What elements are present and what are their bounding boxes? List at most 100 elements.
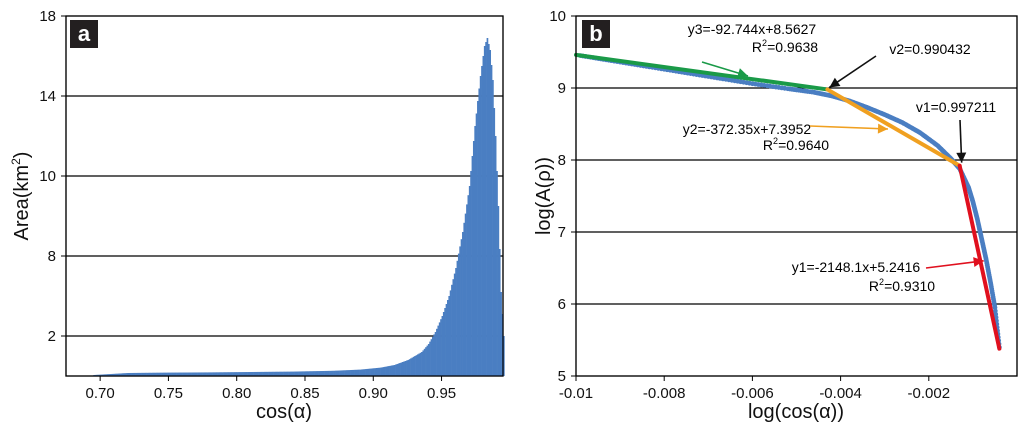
panel-b-xtick-label: -0.008	[643, 385, 686, 402]
histogram-bar	[464, 213, 467, 376]
histogram-bar	[156, 372, 158, 376]
histogram-bar	[371, 368, 374, 376]
histogram-bar	[139, 372, 142, 376]
histogram-bar	[138, 372, 141, 376]
histogram-bar	[191, 372, 194, 376]
histogram-bar	[401, 362, 404, 376]
histogram-bar	[272, 371, 274, 376]
histogram-bar	[295, 371, 298, 376]
histogram-bar	[201, 372, 203, 376]
eq-y2-r2: R2=0.9640	[763, 136, 829, 153]
panel-a-label: a	[78, 21, 91, 46]
histogram-bar	[341, 370, 344, 376]
histogram-bar	[164, 372, 166, 376]
histogram-bar	[486, 38, 489, 376]
panel-a-bars	[93, 38, 505, 376]
panel-b-ytick-label: 10	[549, 8, 566, 25]
panel-a-xtick-label: 0.90	[359, 385, 388, 402]
histogram-bar	[255, 371, 258, 376]
histogram-bar	[225, 372, 228, 376]
histogram-bar	[329, 370, 332, 376]
histogram-bar	[101, 374, 104, 376]
histogram-bar	[239, 372, 242, 376]
histogram-bar	[193, 372, 195, 376]
histogram-bar	[253, 371, 255, 376]
histogram-bar	[210, 372, 213, 376]
histogram-bar	[430, 339, 433, 376]
histogram-bar	[119, 373, 121, 376]
panel-b-xtick-label: -0.006	[731, 385, 774, 402]
histogram-bar	[270, 371, 273, 376]
histogram-bar	[407, 360, 410, 376]
histogram-bar	[160, 372, 162, 376]
histogram-bar	[197, 372, 199, 376]
histogram-bar	[183, 372, 186, 376]
histogram-bar	[126, 373, 128, 376]
histogram-bar	[266, 371, 269, 376]
histogram-bar	[108, 374, 110, 376]
histogram-bar	[134, 372, 136, 376]
histogram-bar	[254, 371, 257, 376]
histogram-bar	[503, 336, 505, 376]
histogram-bar	[269, 371, 272, 376]
histogram-bar	[165, 372, 168, 376]
histogram-bar	[434, 332, 437, 376]
histogram-bar	[147, 372, 150, 376]
histogram-bar	[438, 322, 441, 376]
panel-b-ytick-label: 8	[558, 152, 566, 169]
panel-b-ylabel: log(A(ρ))	[533, 157, 555, 235]
histogram-bar	[232, 372, 235, 376]
histogram-bar	[437, 325, 440, 376]
histogram-bar	[489, 50, 492, 376]
arrow-y3-head	[736, 68, 748, 78]
histogram-bar	[190, 372, 192, 376]
histogram-bar	[276, 371, 278, 376]
histogram-bar	[235, 372, 238, 376]
panel-a-xtick-label: 0.70	[86, 385, 115, 402]
histogram-bar	[296, 371, 299, 376]
histogram-bar	[444, 308, 446, 376]
histogram-bar	[363, 369, 366, 376]
histogram-bar	[231, 372, 233, 376]
histogram-bar	[106, 374, 109, 376]
panel-a-ytick-label: 14	[39, 88, 56, 105]
histogram-bar	[146, 372, 149, 376]
histogram-bar	[348, 370, 351, 376]
histogram-bar	[460, 239, 463, 376]
histogram-bar	[384, 366, 386, 376]
panel-b-y-ticks: 5 6 7 8 9 10	[549, 8, 576, 385]
panel-b-ytick-label: 9	[558, 80, 566, 97]
histogram-bar	[448, 296, 451, 376]
histogram-bar	[240, 372, 243, 376]
panel-a-xtick-label: 0.80	[222, 385, 251, 402]
histogram-bar	[143, 372, 146, 376]
histogram-bar	[212, 372, 214, 376]
histogram-bar	[423, 348, 426, 376]
histogram-bar	[287, 371, 289, 376]
histogram-bar	[485, 42, 487, 376]
histogram-bar	[351, 369, 354, 376]
histogram-bar	[220, 372, 222, 376]
histogram-bar	[332, 370, 334, 376]
histogram-bar	[262, 371, 265, 376]
eq-y3-r2-base: R	[752, 39, 762, 55]
histogram-bar	[422, 350, 425, 376]
histogram-bar	[335, 370, 337, 376]
histogram-bar	[358, 369, 360, 376]
panel-a-ytick-label: 8	[48, 248, 56, 265]
panel-b-x-ticks: -0.01 -0.008 -0.006 -0.004 -0.002	[559, 376, 950, 402]
panel-b-fit-lines	[574, 52, 1002, 351]
histogram-bar	[445, 304, 448, 376]
histogram-bar	[333, 370, 336, 376]
histogram-bar	[205, 372, 207, 376]
histogram-bar	[264, 371, 266, 376]
histogram-bar	[498, 249, 501, 376]
histogram-bar	[340, 370, 343, 376]
histogram-bar	[157, 372, 160, 376]
panel-a-xtick-label: 0.75	[154, 385, 183, 402]
histogram-bar	[322, 370, 325, 376]
histogram-bar	[213, 372, 216, 376]
panel-a-label-box	[70, 20, 98, 48]
histogram-bar	[441, 316, 444, 376]
